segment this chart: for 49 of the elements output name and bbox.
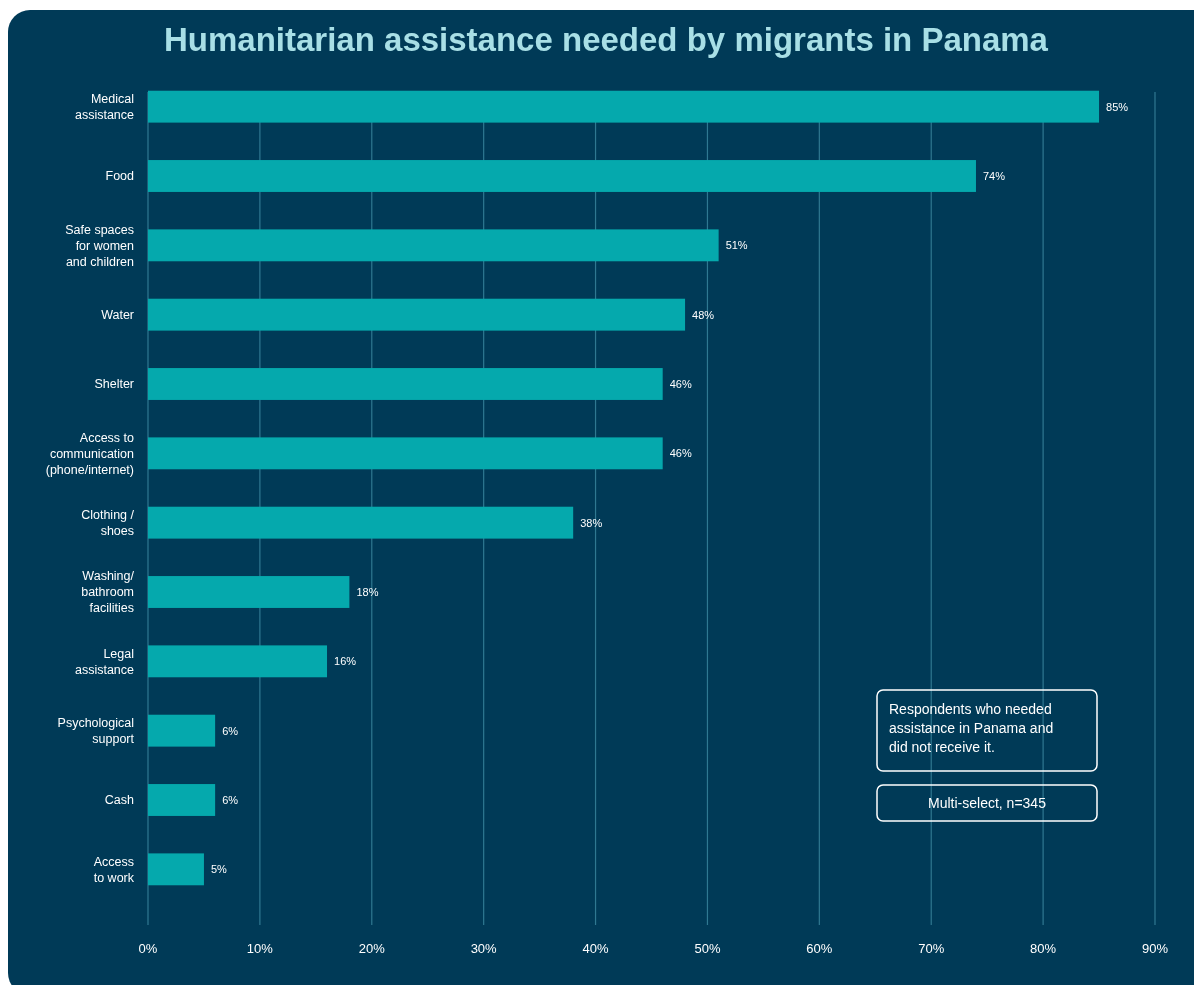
x-tick-label: 80% — [1030, 940, 1057, 956]
bar — [148, 368, 663, 400]
data-label: 18% — [356, 585, 379, 598]
data-label: 51% — [725, 239, 748, 252]
annotation: Respondents who needed assistance in Panama and did not receive it. — [889, 700, 1054, 755]
data-label: 74% — [982, 169, 1006, 182]
x-tick-label: 70% — [918, 940, 945, 956]
bar — [148, 229, 719, 262]
bar — [148, 160, 976, 192]
x-tick-label: 30% — [470, 940, 498, 956]
bar — [148, 576, 350, 608]
y-tick-label: Legal assistance — [74, 646, 135, 677]
x-tick-label: 20% — [358, 940, 386, 956]
data-label: 38% — [580, 516, 603, 529]
y-tick-label: Food — [105, 169, 135, 184]
bar — [148, 506, 574, 539]
x-tick-label: 60% — [806, 940, 833, 956]
data-label: 85% — [1106, 100, 1129, 113]
chart-title: Humanitarian assistance needed by migrants in Panama — [164, 21, 1049, 58]
bar — [148, 853, 204, 886]
x-tick-label: 50% — [694, 940, 721, 956]
x-tick-label: 10% — [246, 940, 274, 956]
data-label: 6% — [222, 724, 239, 737]
annotation: Multi-select, n=345 — [928, 794, 1047, 811]
y-tick-label: Access to communication (phone/internet) — [45, 430, 135, 477]
x-tick-label: 40% — [582, 940, 609, 956]
bar — [148, 645, 328, 678]
data-label: 46% — [669, 377, 692, 390]
data-label: 48% — [692, 308, 715, 321]
bar — [148, 90, 1100, 123]
y-tick-label: Medical assistance — [74, 92, 135, 123]
data-label: 6% — [222, 793, 239, 806]
bar — [148, 298, 686, 331]
y-tick-label: Cash — [104, 793, 135, 808]
y-tick-label: Access to work — [93, 854, 135, 885]
bar — [148, 714, 216, 747]
bar — [148, 437, 663, 470]
data-label: 16% — [334, 655, 357, 668]
data-label: 5% — [210, 863, 228, 876]
y-tick-label: Washing/ bathroom facilities — [81, 569, 135, 616]
bar — [148, 784, 216, 816]
y-tick-label: Safe spaces for women and children — [65, 222, 135, 269]
y-tick-label: Water — [101, 308, 134, 323]
y-tick-label: Shelter — [94, 377, 134, 392]
x-tick-label: 90% — [1141, 940, 1169, 956]
x-tick-label: 0% — [138, 940, 158, 956]
y-tick-label: Clothing / shoes — [81, 508, 135, 539]
y-tick-label: Psychological support — [57, 716, 135, 747]
data-label: 46% — [669, 447, 692, 460]
